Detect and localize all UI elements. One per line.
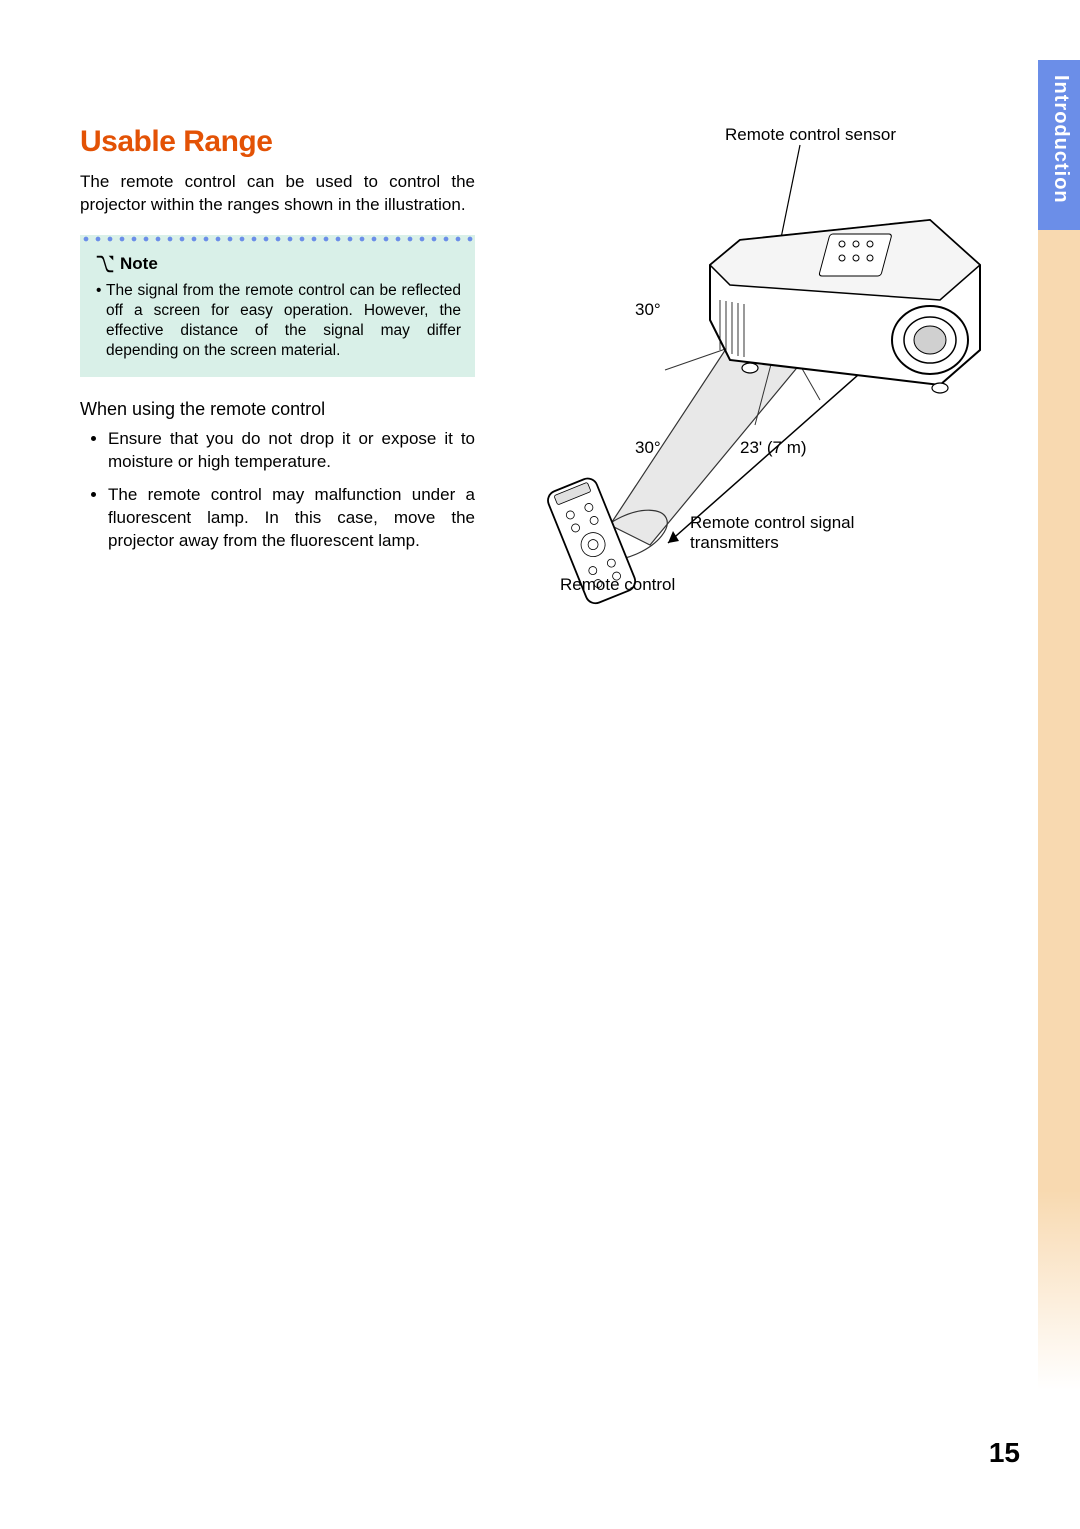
remote-label: Remote control bbox=[560, 575, 675, 595]
page-number: 15 bbox=[989, 1437, 1020, 1469]
note-dotted-border bbox=[80, 235, 475, 243]
side-tab-background bbox=[1038, 60, 1080, 1390]
left-column: Usable Range The remote control can be u… bbox=[80, 125, 475, 553]
bullet-item: Ensure that you do not drop it or expose… bbox=[108, 428, 475, 474]
note-text: • The signal from the remote control can… bbox=[94, 281, 461, 362]
range-diagram: Remote control sensor 30° 30° 23' (7 m) … bbox=[530, 125, 1010, 605]
distance-label: 23' (7 m) bbox=[740, 438, 807, 458]
note-box: Note • The signal from the remote contro… bbox=[80, 235, 475, 378]
note-icon bbox=[94, 253, 116, 275]
angle2-label: 30° bbox=[635, 438, 661, 458]
section-title: Usable Range bbox=[80, 125, 475, 159]
intro-paragraph: The remote control can be used to contro… bbox=[80, 171, 475, 217]
transmitters-label: Remote control signal transmitters bbox=[690, 513, 870, 554]
bullet-item: The remote control may malfunction under… bbox=[108, 484, 475, 553]
note-heading-text: Note bbox=[120, 254, 158, 274]
side-tab-label: Introduction bbox=[1049, 75, 1072, 204]
sub-heading: When using the remote control bbox=[80, 399, 475, 420]
bullet-list: Ensure that you do not drop it or expose… bbox=[80, 428, 475, 553]
angle1-label: 30° bbox=[635, 300, 661, 320]
note-heading: Note bbox=[94, 253, 461, 275]
sensor-label: Remote control sensor bbox=[725, 125, 896, 145]
page-content: Usable Range The remote control can be u… bbox=[80, 125, 1000, 563]
